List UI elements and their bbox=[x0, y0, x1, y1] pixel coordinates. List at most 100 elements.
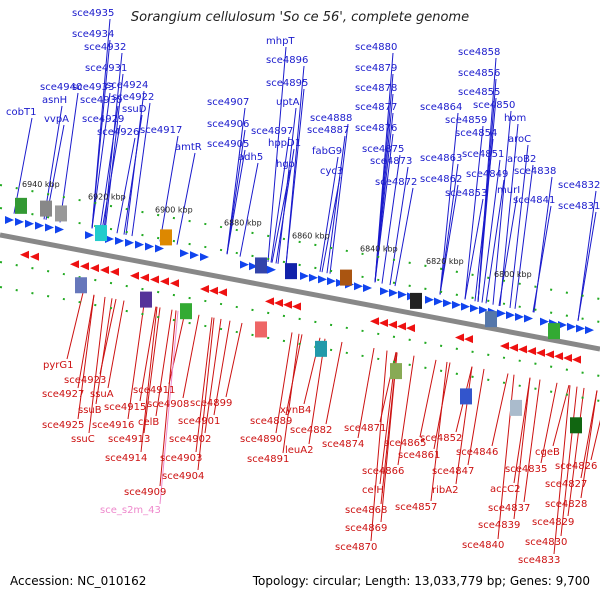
bottom-gene-label[interactable]: sce4826 bbox=[555, 461, 597, 472]
top-gene-label[interactable]: hgo bbox=[276, 159, 295, 170]
top-gene-label[interactable]: sce4933 bbox=[72, 82, 114, 93]
top-gene-label[interactable]: sce4929 bbox=[82, 114, 124, 125]
bottom-gene-label[interactable]: sce4874 bbox=[322, 439, 364, 450]
bottom-gene-label[interactable]: sce4839 bbox=[478, 520, 520, 531]
top-gene-label[interactable]: fabG9 bbox=[312, 146, 342, 157]
bottom-gene-label[interactable]: sce4903 bbox=[160, 453, 202, 464]
top-gene-label[interactable]: sce4907 bbox=[207, 97, 249, 108]
bottom-gene-label[interactable]: sce4909 bbox=[124, 487, 166, 498]
top-gene-label[interactable]: sce4917 bbox=[140, 125, 182, 136]
rna-gene-label[interactable]: sce_s2m_43 bbox=[100, 505, 161, 516]
top-gene-label[interactable]: sce4877 bbox=[355, 102, 397, 113]
top-gene-label[interactable]: sce4935 bbox=[72, 8, 114, 19]
top-gene-label[interactable]: sce4922 bbox=[112, 92, 154, 103]
top-gene-label[interactable]: cobT1 bbox=[6, 107, 36, 118]
bottom-gene-label[interactable]: sce4914 bbox=[105, 453, 147, 464]
top-gene-label[interactable]: aroB2 bbox=[507, 154, 536, 165]
top-gene-label[interactable]: sce4940 bbox=[40, 82, 82, 93]
bottom-gene-label[interactable]: sce4865 bbox=[384, 438, 426, 449]
bottom-gene-label[interactable]: sce4891 bbox=[247, 454, 289, 465]
bottom-gene-label[interactable]: sce4866 bbox=[362, 466, 404, 477]
top-gene-label[interactable]: asnH bbox=[42, 95, 67, 106]
top-gene-label[interactable]: ssuD bbox=[122, 104, 147, 115]
top-gene-label[interactable]: sce4934 bbox=[72, 29, 114, 40]
bottom-gene-label[interactable]: ssuA bbox=[90, 389, 114, 400]
bottom-gene-label[interactable]: accC2 bbox=[490, 484, 520, 495]
top-gene-label[interactable]: sce4863 bbox=[420, 153, 462, 164]
bottom-gene-label[interactable]: sce4833 bbox=[518, 555, 560, 566]
bottom-gene-label[interactable]: sce4915 bbox=[104, 402, 146, 413]
top-gene-label[interactable]: sce4851 bbox=[462, 149, 504, 160]
top-gene-label[interactable]: sce4895 bbox=[266, 78, 308, 89]
bottom-gene-label[interactable]: sce4911 bbox=[133, 385, 175, 396]
top-gene-label[interactable]: sce4879 bbox=[355, 63, 397, 74]
top-gene-label[interactable]: sce4897 bbox=[251, 126, 293, 137]
bottom-gene-label[interactable]: sce4829 bbox=[532, 517, 574, 528]
bottom-gene-label[interactable]: sce4925 bbox=[42, 420, 84, 431]
top-gene-label[interactable]: sce4888 bbox=[310, 113, 352, 124]
top-gene-label[interactable]: sce4855 bbox=[458, 87, 500, 98]
bottom-gene-label[interactable]: celB bbox=[138, 417, 159, 428]
top-gene-label[interactable]: sce4850 bbox=[473, 100, 515, 111]
bottom-gene-label[interactable]: sce4840 bbox=[462, 540, 504, 551]
top-gene-label[interactable]: uptA bbox=[276, 97, 300, 108]
bottom-gene-label[interactable]: sce4916 bbox=[92, 420, 134, 431]
top-gene-label[interactable]: vvpA bbox=[44, 114, 69, 125]
top-gene-label[interactable]: aroC bbox=[508, 134, 531, 145]
top-gene-label[interactable]: sce4862 bbox=[420, 174, 462, 185]
top-gene-label[interactable]: sce4872 bbox=[375, 177, 417, 188]
top-gene-label[interactable]: sce4849 bbox=[466, 169, 508, 180]
top-gene-label[interactable]: sce4905 bbox=[207, 139, 249, 150]
bottom-gene-label[interactable]: ssuB bbox=[78, 405, 102, 416]
top-gene-label[interactable]: sce4930 bbox=[80, 95, 122, 106]
top-gene-label[interactable]: sce4864 bbox=[420, 102, 462, 113]
bottom-gene-label[interactable]: sce4870 bbox=[335, 542, 377, 553]
bottom-gene-label[interactable]: sce4852 bbox=[420, 433, 462, 444]
top-gene-label[interactable]: adh5 bbox=[238, 152, 263, 163]
bottom-gene-label[interactable]: sce4882 bbox=[290, 425, 332, 436]
bottom-gene-label[interactable]: sce4828 bbox=[545, 499, 587, 510]
top-gene-label[interactable]: sce4853 bbox=[445, 188, 487, 199]
top-gene-label[interactable]: sce4856 bbox=[458, 68, 500, 79]
top-gene-label[interactable]: mhpT bbox=[266, 36, 295, 47]
bottom-gene-label[interactable]: sce4890 bbox=[240, 434, 282, 445]
top-gene-label[interactable]: sce4906 bbox=[207, 119, 249, 130]
top-gene-label[interactable]: murI bbox=[497, 185, 520, 196]
top-gene-label[interactable]: sce4880 bbox=[355, 42, 397, 53]
top-gene-label[interactable]: sce4876 bbox=[355, 123, 397, 134]
bottom-gene-label[interactable]: xynB4 bbox=[280, 405, 311, 416]
bottom-gene-label[interactable]: sce4904 bbox=[162, 471, 204, 482]
top-gene-label[interactable]: sce4831 bbox=[558, 201, 600, 212]
bottom-gene-label[interactable]: sce4835 bbox=[505, 464, 547, 475]
bottom-gene-label[interactable]: sce4827 bbox=[545, 479, 587, 490]
bottom-gene-label[interactable]: celH bbox=[362, 485, 384, 496]
bottom-gene-label[interactable]: sce4923 bbox=[64, 375, 106, 386]
top-gene-label[interactable]: sce4875 bbox=[362, 144, 404, 155]
bottom-gene-label[interactable]: sce4889 bbox=[250, 416, 292, 427]
top-gene-label[interactable]: sce4854 bbox=[455, 128, 497, 139]
bottom-gene-label[interactable]: sce4868 bbox=[345, 505, 387, 516]
top-gene-label[interactable]: sce4931 bbox=[85, 63, 127, 74]
top-gene-label[interactable]: hppD1 bbox=[268, 138, 301, 149]
bottom-gene-label[interactable]: sce4901 bbox=[178, 416, 220, 427]
bottom-gene-label[interactable]: sce4837 bbox=[488, 503, 530, 514]
bottom-gene-label[interactable]: sce4913 bbox=[108, 434, 150, 445]
top-gene-label[interactable]: sce4878 bbox=[355, 83, 397, 94]
bottom-gene-label[interactable]: sce4846 bbox=[456, 447, 498, 458]
top-gene-label[interactable]: sce4924 bbox=[106, 80, 148, 91]
bottom-gene-label[interactable]: cgeB bbox=[535, 447, 560, 458]
top-gene-label[interactable]: sce4838 bbox=[514, 166, 556, 177]
bottom-gene-label[interactable]: sce4871 bbox=[344, 423, 386, 434]
top-gene-label[interactable]: sce4896 bbox=[266, 55, 308, 66]
bottom-gene-label[interactable]: sce4908 bbox=[147, 399, 189, 410]
bottom-gene-label[interactable]: sce4902 bbox=[169, 434, 211, 445]
top-gene-label[interactable]: cyc3 bbox=[320, 166, 343, 177]
top-gene-label[interactable]: sce4841 bbox=[513, 195, 555, 206]
bottom-gene-label[interactable]: sce4847 bbox=[432, 466, 474, 477]
top-gene-label[interactable]: amtR bbox=[175, 142, 202, 153]
top-gene-label[interactable]: sce4932 bbox=[84, 42, 126, 53]
top-gene-label[interactable]: hom bbox=[504, 113, 526, 124]
bottom-gene-label[interactable]: sce4927 bbox=[42, 389, 84, 400]
bottom-gene-label[interactable]: sce4899 bbox=[190, 398, 232, 409]
bottom-gene-label[interactable]: sce4830 bbox=[525, 537, 567, 548]
